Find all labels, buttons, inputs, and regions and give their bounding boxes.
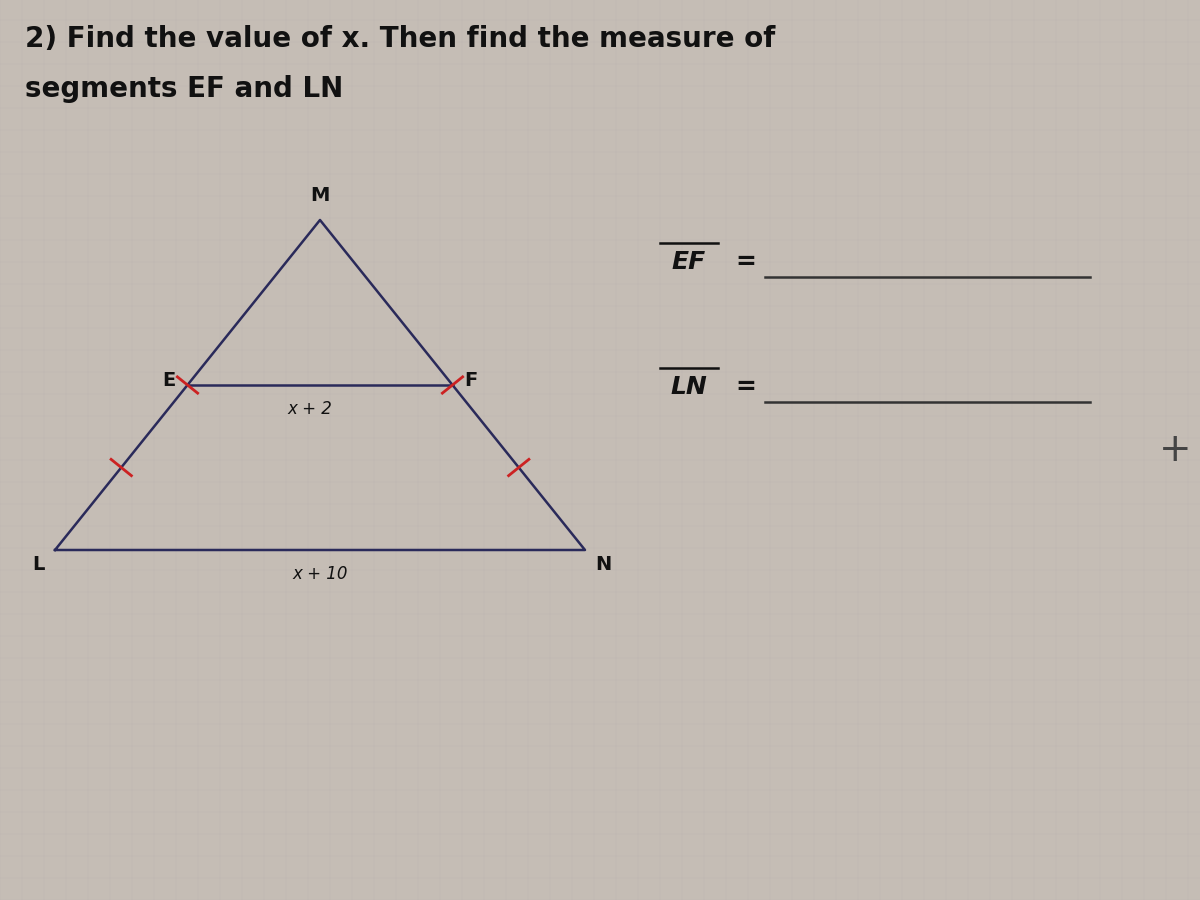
Text: segments EF and LN: segments EF and LN: [25, 75, 343, 103]
Text: =: =: [734, 375, 756, 399]
Text: N: N: [595, 555, 611, 574]
Text: +: +: [1159, 431, 1192, 469]
Text: LN: LN: [671, 375, 707, 399]
Text: 2) Find the value of x. Then find the measure of: 2) Find the value of x. Then find the me…: [25, 25, 775, 53]
Text: M: M: [311, 186, 330, 205]
Text: x + 2: x + 2: [288, 400, 332, 418]
Text: EF: EF: [672, 250, 706, 274]
Text: =: =: [734, 250, 756, 274]
Text: E: E: [162, 371, 175, 390]
Text: F: F: [464, 371, 478, 390]
Text: L: L: [32, 555, 46, 574]
Text: x + 10: x + 10: [293, 565, 348, 583]
